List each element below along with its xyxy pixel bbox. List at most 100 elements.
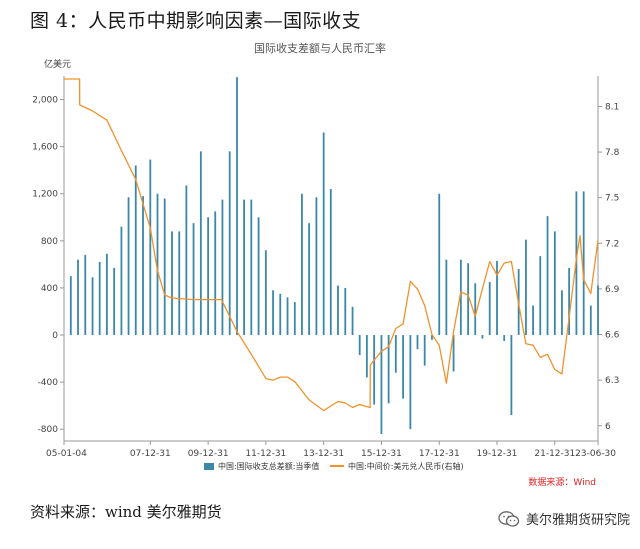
bar (380, 335, 383, 434)
bar (221, 199, 224, 336)
x-tick-label: 21-12-31 (534, 449, 575, 459)
bar (539, 256, 542, 336)
bar (315, 197, 318, 336)
bar (250, 199, 253, 336)
bar (308, 223, 311, 336)
bar (113, 267, 116, 336)
bar (358, 335, 361, 356)
left-tick-label: 400 (41, 284, 58, 294)
bar (431, 335, 433, 340)
bar (84, 254, 87, 336)
watermark-text: 美尔雅期货研究院 (525, 513, 630, 528)
bar (373, 335, 376, 405)
bar (525, 239, 527, 336)
bar (546, 216, 549, 336)
bar (214, 211, 217, 336)
bar (236, 77, 238, 336)
bar (532, 305, 534, 336)
bar (279, 293, 282, 336)
bar (474, 283, 477, 336)
bar (272, 290, 274, 336)
bar (105, 253, 108, 336)
x-tick-label: 09-12-31 (188, 449, 229, 459)
right-tick-label: 6.9 (605, 285, 620, 295)
right-tick-label: 6.6 (605, 331, 620, 341)
bar (510, 335, 513, 416)
x-tick-label: 23-06-30 (575, 449, 616, 459)
bar (597, 285, 599, 336)
bar (142, 196, 144, 336)
exchange-rate-line (64, 78, 599, 412)
x-tick-label: 13-12-31 (303, 449, 344, 459)
bar (351, 306, 354, 336)
x-tick-label: 07-12-31 (130, 449, 171, 459)
bar (149, 159, 152, 336)
bar (329, 189, 332, 336)
bar (452, 335, 455, 372)
x-tick-label: 15-12-31 (361, 449, 402, 459)
bar (365, 335, 368, 378)
right-tick-label: 7.5 (605, 194, 619, 204)
bar (301, 193, 303, 336)
bar (293, 302, 296, 336)
bar (589, 305, 592, 336)
right-tick-label: 7.8 (605, 148, 620, 158)
bar (98, 262, 101, 336)
bar (553, 231, 556, 336)
bar (163, 198, 166, 336)
bar (127, 197, 130, 336)
bar (207, 217, 210, 336)
bar (416, 335, 419, 350)
bar (582, 191, 585, 336)
wechat-icon (498, 510, 520, 527)
right-tick-label: 7.2 (605, 239, 619, 249)
bar (568, 267, 571, 336)
bar (337, 285, 339, 336)
bar (387, 335, 390, 404)
bar (243, 199, 246, 336)
bar (156, 193, 159, 336)
source-note: 资料来源：wind 美尔雅期货 (30, 503, 222, 521)
bar (481, 335, 484, 339)
bar-series (69, 77, 599, 434)
axes-layer: -800 -400 0 400 800 1,200 1,600 2,000 6 6.3 6.6 6.9… (32, 76, 620, 459)
left-tick-label: 800 (41, 237, 58, 247)
right-tick-label: 6 (605, 422, 611, 432)
bar (171, 231, 173, 336)
bar (467, 263, 470, 336)
bar (192, 223, 195, 336)
bar (264, 250, 267, 336)
bar (394, 335, 397, 373)
bar (91, 277, 94, 336)
x-tick-label: 11-12-31 (245, 449, 286, 459)
legend: 中国:国际收支总差额:当季值 中国:中间价:美元兑人民币(右轴) (204, 461, 464, 471)
bar (496, 260, 498, 336)
right-tick-label: 6.3 (605, 376, 619, 386)
bar (488, 282, 491, 336)
bar (503, 335, 506, 341)
chart-title: 国际收支差额与人民币汇率 (254, 41, 386, 55)
left-tick-label: -400 (38, 378, 59, 388)
figure-title: 图 4：人民币中期影响因素—国际收支 (30, 10, 362, 32)
bar (178, 231, 181, 336)
legend-bar-swatch (204, 463, 214, 470)
bar (120, 226, 123, 336)
fx-balance-chart: 国际收支差额与人民币汇率 亿美元 -800 -400 0 400 800 1,200 1,6… (32, 41, 620, 488)
bar (199, 151, 202, 336)
bar (286, 297, 289, 336)
left-tick-label: 2,000 (32, 96, 58, 106)
right-tick-label: 8.1 (605, 102, 619, 112)
bar (322, 132, 325, 336)
left-tick-label: 1,200 (32, 190, 58, 200)
bar (77, 259, 79, 336)
bar (134, 165, 137, 336)
watermark: 美尔雅期货研究院 (498, 509, 630, 528)
x-tick-label: 19-12-31 (477, 449, 518, 459)
data-source-label: 数据来源：Wind (528, 476, 596, 488)
bar (438, 193, 441, 336)
bar (344, 287, 347, 336)
bar (402, 335, 404, 399)
bar (228, 151, 231, 336)
bar (257, 217, 260, 336)
bar (409, 335, 412, 430)
